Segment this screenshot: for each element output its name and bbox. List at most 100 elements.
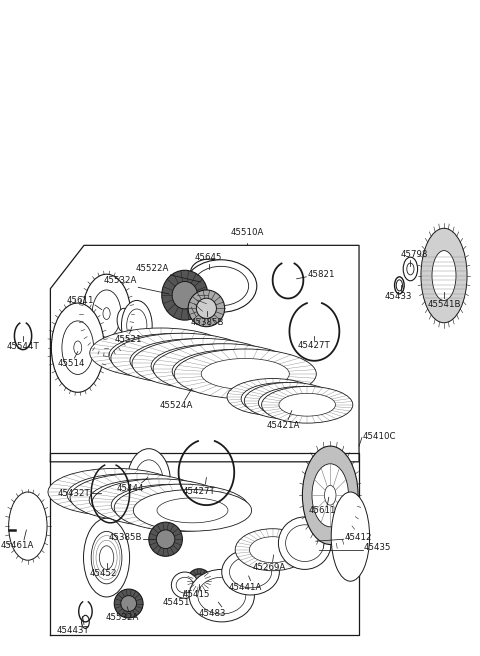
- Ellipse shape: [109, 334, 234, 377]
- Ellipse shape: [407, 263, 414, 275]
- Ellipse shape: [198, 577, 246, 614]
- Ellipse shape: [99, 546, 114, 569]
- Ellipse shape: [51, 303, 104, 392]
- Ellipse shape: [172, 281, 197, 309]
- Text: 45385B: 45385B: [191, 318, 224, 327]
- Text: 45435: 45435: [364, 543, 391, 552]
- Ellipse shape: [103, 308, 110, 319]
- Ellipse shape: [174, 349, 316, 399]
- Ellipse shape: [70, 474, 204, 521]
- Ellipse shape: [90, 328, 232, 378]
- Ellipse shape: [118, 488, 201, 517]
- Ellipse shape: [286, 525, 324, 562]
- Ellipse shape: [111, 333, 253, 383]
- Ellipse shape: [278, 517, 331, 569]
- Ellipse shape: [396, 280, 402, 291]
- Ellipse shape: [117, 337, 205, 369]
- Ellipse shape: [155, 348, 230, 374]
- Text: 45544T: 45544T: [7, 342, 39, 352]
- Ellipse shape: [138, 342, 226, 374]
- Ellipse shape: [185, 260, 257, 312]
- Text: 45385B: 45385B: [108, 533, 142, 543]
- Ellipse shape: [153, 344, 295, 394]
- Text: 45269A: 45269A: [252, 563, 286, 572]
- Ellipse shape: [89, 479, 207, 521]
- Ellipse shape: [192, 574, 206, 587]
- Text: 45521: 45521: [115, 335, 143, 344]
- Ellipse shape: [275, 393, 323, 413]
- Ellipse shape: [84, 518, 130, 597]
- Text: 45510A: 45510A: [230, 228, 264, 237]
- Ellipse shape: [82, 615, 89, 628]
- Ellipse shape: [244, 386, 301, 408]
- Ellipse shape: [127, 449, 170, 514]
- Ellipse shape: [67, 474, 185, 516]
- Ellipse shape: [74, 341, 82, 354]
- Ellipse shape: [91, 482, 162, 507]
- Ellipse shape: [19, 511, 36, 541]
- Text: 45427T: 45427T: [183, 487, 216, 496]
- Text: 45483: 45483: [198, 609, 226, 618]
- Ellipse shape: [62, 321, 94, 375]
- Text: 45443T: 45443T: [57, 626, 89, 635]
- Ellipse shape: [258, 386, 339, 419]
- Ellipse shape: [191, 259, 227, 285]
- Ellipse shape: [244, 382, 336, 419]
- Ellipse shape: [127, 309, 147, 342]
- Text: 45522A: 45522A: [135, 264, 169, 274]
- Ellipse shape: [92, 290, 121, 337]
- Ellipse shape: [180, 353, 268, 384]
- Ellipse shape: [403, 257, 418, 281]
- Ellipse shape: [159, 348, 247, 379]
- Ellipse shape: [135, 493, 206, 518]
- Ellipse shape: [197, 358, 272, 384]
- Ellipse shape: [171, 572, 198, 598]
- Text: 45821: 45821: [307, 270, 335, 279]
- Ellipse shape: [196, 263, 222, 281]
- Ellipse shape: [201, 358, 289, 390]
- Ellipse shape: [134, 342, 209, 369]
- Text: 45541B: 45541B: [427, 300, 461, 309]
- Ellipse shape: [187, 569, 211, 592]
- Text: 45415: 45415: [182, 590, 210, 600]
- Ellipse shape: [133, 489, 252, 531]
- Ellipse shape: [48, 468, 182, 516]
- Text: 45444: 45444: [117, 484, 144, 493]
- Ellipse shape: [92, 479, 227, 526]
- Ellipse shape: [257, 389, 305, 409]
- Ellipse shape: [176, 577, 193, 593]
- Ellipse shape: [96, 483, 179, 512]
- Ellipse shape: [132, 338, 274, 388]
- Ellipse shape: [421, 228, 467, 323]
- Ellipse shape: [149, 522, 182, 556]
- Ellipse shape: [156, 530, 175, 548]
- Ellipse shape: [83, 274, 131, 353]
- Ellipse shape: [134, 460, 163, 503]
- Ellipse shape: [324, 485, 336, 505]
- Ellipse shape: [162, 270, 208, 320]
- Ellipse shape: [172, 350, 297, 393]
- Ellipse shape: [176, 353, 251, 379]
- Ellipse shape: [114, 589, 143, 618]
- Ellipse shape: [9, 492, 47, 560]
- Ellipse shape: [73, 478, 157, 506]
- Ellipse shape: [196, 298, 216, 318]
- Text: 45452: 45452: [89, 569, 117, 579]
- Ellipse shape: [25, 521, 31, 531]
- Ellipse shape: [302, 446, 358, 544]
- Text: 45461A: 45461A: [0, 541, 34, 550]
- Ellipse shape: [312, 464, 348, 527]
- Ellipse shape: [193, 266, 249, 306]
- Text: 45611: 45611: [66, 296, 94, 305]
- Text: 45645: 45645: [195, 253, 223, 262]
- Ellipse shape: [229, 556, 272, 588]
- Ellipse shape: [235, 529, 310, 571]
- Ellipse shape: [262, 390, 318, 412]
- Ellipse shape: [111, 484, 229, 526]
- Text: 45524A: 45524A: [160, 401, 193, 411]
- Ellipse shape: [151, 344, 276, 388]
- Text: 45432T: 45432T: [58, 489, 90, 498]
- Ellipse shape: [222, 549, 279, 595]
- Ellipse shape: [114, 484, 249, 531]
- Text: 45412: 45412: [345, 533, 372, 543]
